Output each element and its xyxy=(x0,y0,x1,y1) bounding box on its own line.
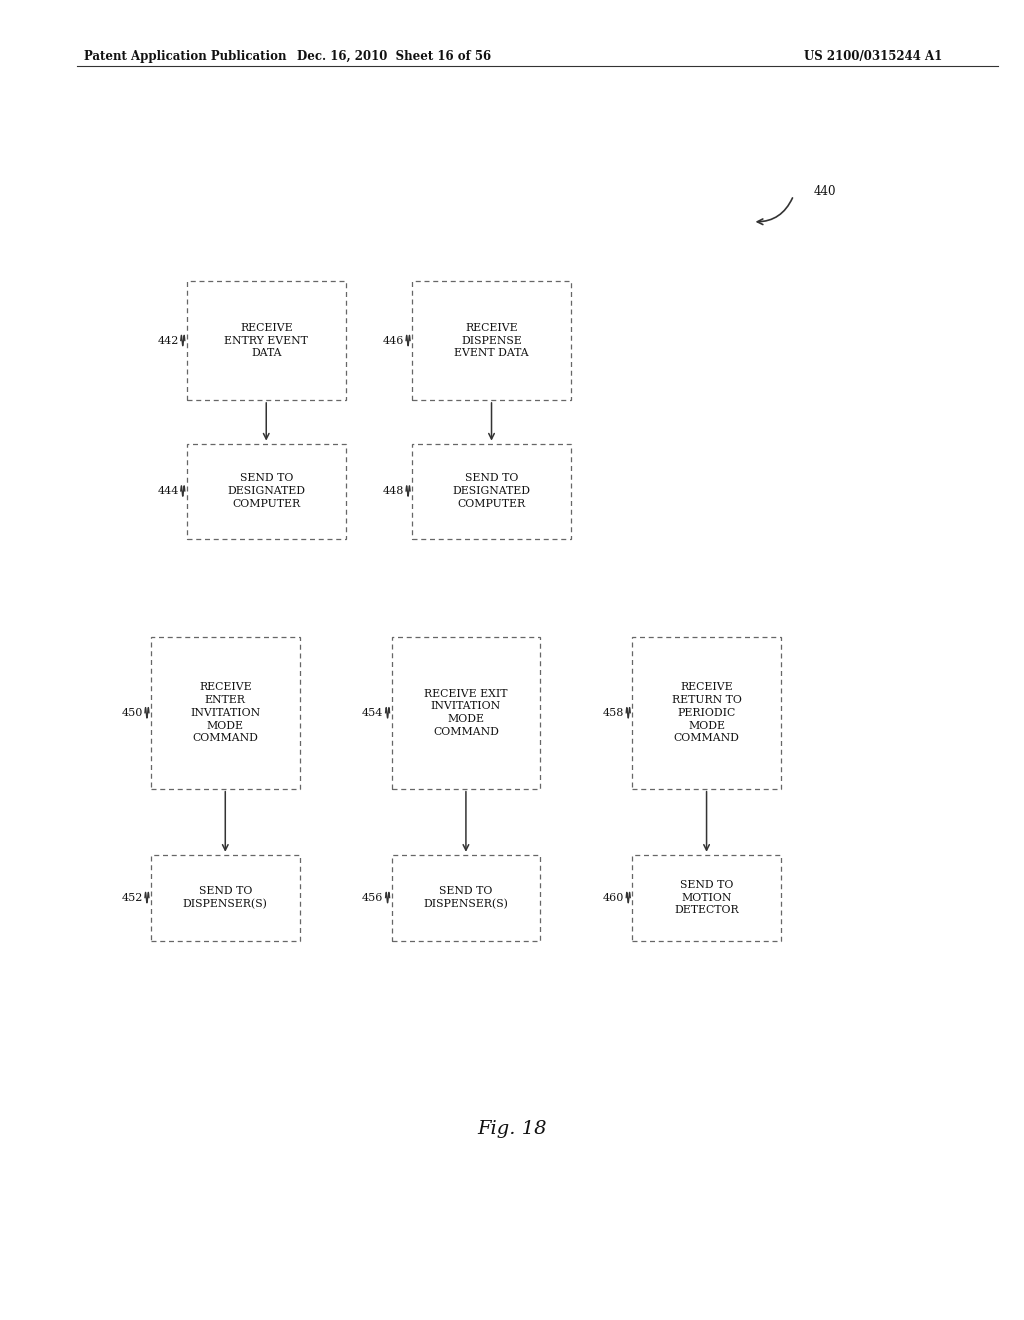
Bar xyxy=(412,281,571,400)
Text: US 2100/0315244 A1: US 2100/0315244 A1 xyxy=(804,50,942,63)
Text: 448: 448 xyxy=(383,486,403,496)
Text: 454: 454 xyxy=(362,708,383,718)
Text: 440: 440 xyxy=(814,185,837,198)
Text: RECEIVE EXIT
INVITATION
MODE
COMMAND: RECEIVE EXIT INVITATION MODE COMMAND xyxy=(424,689,508,737)
Bar xyxy=(152,636,299,788)
Text: 446: 446 xyxy=(383,335,403,346)
Text: Patent Application Publication: Patent Application Publication xyxy=(84,50,287,63)
Bar xyxy=(391,855,541,940)
Bar xyxy=(412,444,571,539)
Bar xyxy=(186,444,346,539)
Text: RECEIVE
DISPENSE
EVENT DATA: RECEIVE DISPENSE EVENT DATA xyxy=(455,323,528,358)
Bar xyxy=(632,855,780,940)
Text: 442: 442 xyxy=(158,335,178,346)
Text: SEND TO
DESIGNATED
COMPUTER: SEND TO DESIGNATED COMPUTER xyxy=(227,474,305,508)
Text: SEND TO
MOTION
DETECTOR: SEND TO MOTION DETECTOR xyxy=(674,880,739,915)
Text: RECEIVE
ENTER
INVITATION
MODE
COMMAND: RECEIVE ENTER INVITATION MODE COMMAND xyxy=(190,682,260,743)
Text: 452: 452 xyxy=(122,892,143,903)
Text: RECEIVE
ENTRY EVENT
DATA: RECEIVE ENTRY EVENT DATA xyxy=(224,323,308,358)
Bar xyxy=(391,636,541,788)
Text: 450: 450 xyxy=(122,708,143,718)
Bar xyxy=(632,636,780,788)
Text: 458: 458 xyxy=(603,708,624,718)
Bar xyxy=(152,855,299,940)
Text: 456: 456 xyxy=(362,892,383,903)
Text: 460: 460 xyxy=(603,892,624,903)
Text: Dec. 16, 2010  Sheet 16 of 56: Dec. 16, 2010 Sheet 16 of 56 xyxy=(297,50,492,63)
Text: SEND TO
DISPENSER(S): SEND TO DISPENSER(S) xyxy=(424,886,508,909)
Text: Fig. 18: Fig. 18 xyxy=(477,1119,547,1138)
Text: SEND TO
DESIGNATED
COMPUTER: SEND TO DESIGNATED COMPUTER xyxy=(453,474,530,508)
Text: RECEIVE
RETURN TO
PERIODIC
MODE
COMMAND: RECEIVE RETURN TO PERIODIC MODE COMMAND xyxy=(672,682,741,743)
Bar xyxy=(186,281,346,400)
Text: 444: 444 xyxy=(158,486,178,496)
Text: SEND TO
DISPENSER(S): SEND TO DISPENSER(S) xyxy=(183,886,267,909)
